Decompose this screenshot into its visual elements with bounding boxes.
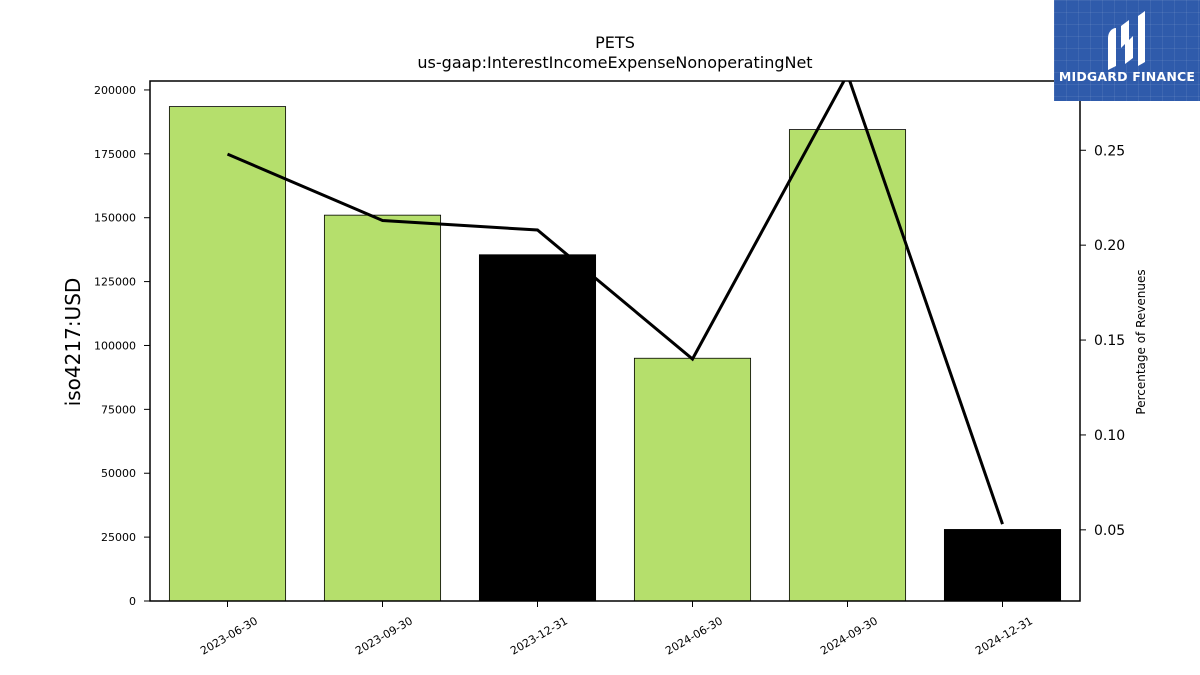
y2-tick-label: 0.15 [1094,333,1125,349]
x-tick-label: 2023-09-30 [353,614,415,657]
y-tick-label: 25000 [101,531,136,544]
y-tick-label: 150000 [94,212,136,225]
y-tick-label: 0 [129,595,136,608]
y-tick-label: 175000 [94,148,136,161]
x-tick-label: 2024-09-30 [818,614,880,657]
y-tick-label: 50000 [101,467,136,480]
x-tick-label: 2024-06-30 [663,614,725,657]
bar-2023-12-31 [478,254,597,602]
x-tick-label: 2023-12-31 [508,614,570,657]
bar-2023-09-30 [323,214,442,602]
revenue-percentage-line-group [226,81,1004,525]
logo-mark-icon [1108,11,1145,70]
y2-tick-label: 0.25 [1094,143,1125,159]
y2-tick-label: 0.20 [1094,238,1125,254]
plot-area-frame [149,80,1081,602]
x-tick-label: 2024-12-31 [973,614,1035,657]
y-axis-right: 0.05 0.10 0.15 0.20 0.25 [1080,143,1125,539]
bar-2024-06-30 [633,357,752,602]
y-tick-label: 75000 [101,403,136,416]
midgard-finance-logo: MIDGARD FINANCE [1054,0,1200,101]
y2-tick-label: 0.10 [1094,428,1125,444]
chart-title: PETS [595,33,635,52]
chart-subtitle: us-gaap:InterestIncomeExpenseNonoperatin… [417,53,812,72]
y-axis-label: iso4217:USD [61,278,85,407]
bar-2024-12-31 [943,529,1062,602]
y-tick-label: 125000 [94,276,136,289]
bar-2024-09-30 [788,129,907,602]
y2-tick-label: 0.05 [1094,523,1125,539]
bar-2023-06-30 [168,106,287,602]
bars-group [168,106,1062,602]
y2-axis-label: Percentage of Revenues [1134,269,1148,414]
y-tick-label: 100000 [94,339,136,352]
y-axis-left: 0 25000 50000 75000 100000 125000 150000 175000… [94,84,150,608]
logo-text: MIDGARD FINANCE [1058,69,1196,84]
x-axis: 2023-06-30 2023-09-30 2023-12-31 2024-06-30… [198,601,1035,658]
y-tick-label: 200000 [94,84,136,97]
x-tick-label: 2023-06-30 [198,614,260,657]
revenue-percentage-line [226,81,1004,525]
